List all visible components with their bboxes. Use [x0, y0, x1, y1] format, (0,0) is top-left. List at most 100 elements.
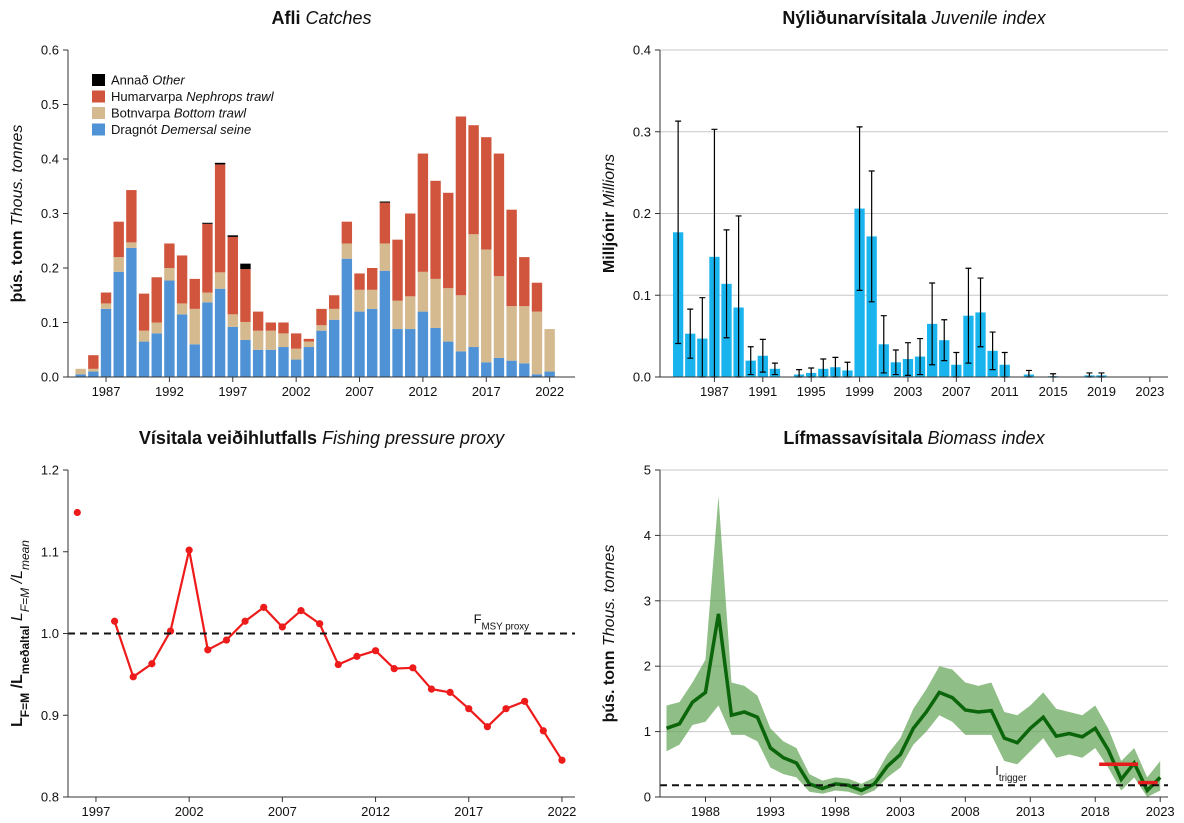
x-tick-label: 1987 — [92, 384, 121, 399]
bar-segment — [164, 268, 175, 281]
x-tick-label: 1999 — [845, 384, 874, 399]
point — [371, 647, 380, 655]
bar-segment — [392, 239, 403, 301]
point — [316, 620, 324, 628]
y-axis-label: LF=M​ /Lmeðaltal​ LF=M​ /Lmean​ — [9, 540, 32, 727]
bar-segment — [100, 292, 112, 304]
y-tick-label: 0.2 — [41, 261, 59, 276]
bar-segment — [493, 276, 505, 358]
text-part: Nephrops trawl — [186, 89, 275, 104]
y-tick-label: 5 — [644, 463, 651, 478]
error-bar — [747, 346, 754, 376]
x-tick-label: 1988 — [691, 804, 720, 819]
bar-segment — [214, 164, 226, 273]
text-part: /L — [9, 674, 26, 688]
text-part: Millions — [601, 154, 618, 207]
x-tick-label: 2003 — [886, 804, 915, 819]
bar-segment — [468, 234, 479, 348]
text-part: F — [474, 612, 482, 627]
text-part: þús. tonn — [601, 650, 618, 722]
bar-segment — [176, 303, 188, 315]
bar-segment — [544, 329, 555, 372]
text-sub: trigger — [999, 773, 1027, 784]
text-sub: meðaltal — [18, 626, 32, 675]
bar-segment — [164, 280, 175, 377]
bar-segment — [202, 292, 213, 303]
text-part: þús. tonn — [9, 230, 26, 302]
bar-segment — [392, 329, 403, 377]
bar-segment — [443, 192, 454, 289]
text-part: L — [9, 717, 26, 727]
y-tick-label: 3 — [644, 593, 651, 608]
bar-segment — [265, 349, 276, 377]
x-tick-label: 2002 — [175, 804, 204, 819]
bar-segment — [176, 255, 188, 304]
bar-segment — [405, 213, 416, 297]
bar-segment — [290, 359, 302, 377]
point — [558, 756, 566, 764]
x-tick-label: 1993 — [756, 804, 785, 819]
x-tick-label: 2008 — [951, 804, 980, 819]
bar-segment — [214, 162, 226, 165]
legend-swatch — [92, 74, 105, 86]
bar-segment — [214, 272, 226, 289]
bar-segment — [126, 242, 137, 248]
bar-segment — [405, 296, 416, 330]
bar-segment — [367, 289, 378, 309]
x-tick-label: 2018 — [1081, 804, 1110, 819]
text-part: Catches — [305, 8, 371, 28]
text-part: Vísitala veiðihlutfalls — [139, 428, 317, 448]
legend-label: Humarvarpa Nephrops trawl — [111, 89, 275, 104]
bar-segment — [214, 288, 226, 377]
bar-segment — [151, 277, 162, 323]
text-part: Bottom trawl — [174, 106, 247, 121]
bar-segment — [392, 300, 403, 330]
bar-segment — [354, 311, 365, 377]
y-axis-label: þús. tonn Thous. tonnes — [601, 545, 618, 723]
error-bar — [723, 229, 730, 339]
error-bar — [965, 267, 972, 364]
bar-segment — [379, 270, 391, 377]
y-tick-label: 0.3 — [633, 124, 651, 139]
y-tick-label: 0.3 — [41, 206, 59, 221]
text-part: Humarvarpa — [111, 89, 183, 104]
x-tick-label: 2022 — [547, 804, 576, 819]
x-tick-label: 2011 — [991, 384, 1019, 399]
bar-segment — [328, 308, 340, 320]
bar-segment — [481, 249, 492, 363]
y-axis-label: Milljónir Millions — [601, 154, 618, 273]
bar-segment — [252, 330, 264, 350]
error-bar — [880, 315, 887, 374]
bar-segment — [138, 341, 150, 377]
bar — [866, 236, 877, 377]
text-part: Fishing pressure proxy — [322, 428, 505, 448]
y-tick-label: 0.2 — [633, 206, 651, 221]
bar-segment — [164, 243, 175, 268]
text-part: Dragnót — [111, 122, 158, 137]
y-tick-label: 0.1 — [41, 315, 59, 330]
text-part: Biomass index — [928, 428, 1046, 448]
text-sub: mean — [18, 540, 32, 570]
bar-segment — [341, 243, 353, 259]
point — [539, 727, 547, 735]
bar-segment — [455, 295, 467, 352]
text-sub: F=M — [18, 588, 32, 612]
bar-segment — [303, 341, 315, 348]
bar-segment — [481, 362, 492, 377]
bar-segment — [88, 368, 99, 372]
bar-segment — [455, 351, 467, 377]
legend-label: Dragnót Demersal seine — [111, 122, 251, 137]
bar-segment — [189, 278, 200, 309]
bar-segment — [227, 326, 238, 377]
bar-segment — [100, 308, 112, 377]
bar-segment — [506, 306, 517, 361]
bar-segment — [75, 368, 86, 375]
bar-segment — [379, 201, 391, 203]
x-tick-label: 2012 — [361, 804, 390, 819]
bar-segment — [265, 330, 276, 350]
error-bar — [977, 277, 984, 348]
bar-segment — [303, 338, 315, 342]
bar-segment — [113, 271, 124, 377]
x-tick-label: 2007 — [268, 804, 297, 819]
point — [73, 508, 81, 517]
